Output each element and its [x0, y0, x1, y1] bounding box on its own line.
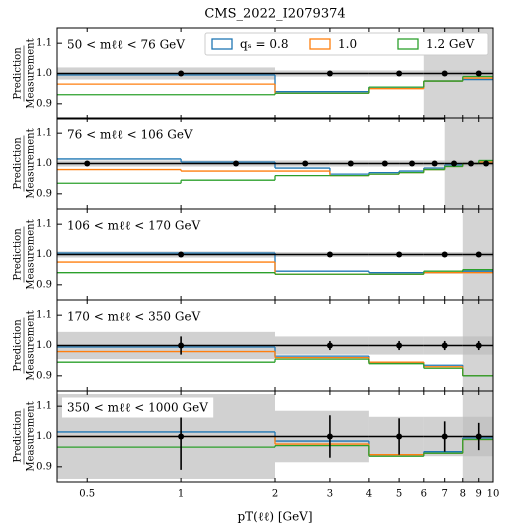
data-point [84, 160, 91, 167]
data-point [475, 342, 482, 349]
x-tick-label: 9 [476, 489, 482, 500]
legend-swatch [309, 38, 331, 50]
panel-label: 106 < mℓℓ < 170 GeV [67, 219, 201, 233]
y-tick-label: 1.1 [36, 38, 52, 49]
data-point [233, 160, 240, 167]
y-tick-label: 0.9 [36, 188, 52, 199]
legend-label: qₛ = 0.8 [240, 37, 289, 51]
y-label-numerator: Prediction [13, 47, 24, 100]
data-point [475, 70, 482, 77]
x-tick-label: 3 [327, 489, 333, 500]
y-label-denominator: Measurement [26, 38, 37, 108]
data-point [381, 160, 388, 167]
y-tick-label: 1.0 [36, 158, 52, 169]
panel-label-bg [62, 397, 214, 418]
panel-label-bg [62, 215, 206, 236]
chart-title: CMS_2022_I2079374 [204, 7, 345, 22]
panel: 0.9 1.0 1.1 0.5 1 2 3 4 5 6 7 8 9 10 Prediction Measure… [13, 390, 500, 500]
y-label-numerator: Prediction [13, 228, 24, 281]
data-point [178, 251, 185, 258]
y-label-denominator: Measurement [26, 401, 37, 471]
y-tick-label: 0.9 [36, 370, 52, 381]
data-point [396, 251, 403, 258]
y-tick-label: 1.1 [36, 219, 52, 230]
data-point [409, 160, 416, 167]
x-tick-label: 2 [272, 489, 278, 500]
x-axis-label: pT(ℓℓ) [GeV] [237, 510, 312, 524]
panel-label: 50 < mℓℓ < 76 GeV [67, 38, 185, 52]
data-point [431, 160, 438, 167]
data-point [326, 70, 333, 77]
legend: qₛ = 0.8 1.0 1.2 GeV [204, 32, 489, 56]
y-tick-label: 1.0 [36, 340, 52, 351]
data-point [396, 342, 403, 349]
data-point [483, 160, 490, 167]
legend-swatch [211, 38, 233, 50]
panel-label: 350 < mℓℓ < 1000 GeV [67, 401, 208, 415]
data-point [441, 251, 448, 258]
y-label-denominator: Measurement [26, 128, 37, 198]
data-point [326, 433, 333, 440]
x-tick-label: 4 [366, 489, 372, 500]
legend-label: 1.0 [338, 37, 357, 51]
x-tick-label: 8 [460, 489, 466, 500]
x-tick-label: 10 [487, 489, 500, 500]
data-point [441, 70, 448, 77]
y-label-numerator: Prediction [13, 410, 24, 463]
data-point [347, 160, 354, 167]
data-point [441, 433, 448, 440]
data-point [396, 433, 403, 440]
data-point [302, 160, 309, 167]
panel-label-bg [62, 34, 191, 55]
x-tick-label: 6 [421, 489, 427, 500]
y-tick-label: 1.0 [36, 249, 52, 260]
y-label-numerator: Prediction [13, 137, 24, 190]
y-tick-label: 1.1 [36, 128, 52, 139]
x-tick-label: 1 [178, 489, 184, 500]
legend-swatch [397, 38, 419, 50]
data-point [396, 70, 403, 77]
panel-label: 170 < mℓℓ < 350 GeV [67, 310, 201, 324]
y-tick-label: 0.9 [36, 98, 52, 109]
data-point [326, 342, 333, 349]
data-point [326, 251, 333, 258]
y-axis-label: Prediction Measurement [13, 128, 37, 198]
data-point [467, 160, 474, 167]
data-point [178, 433, 185, 440]
panel-label-bg [62, 124, 198, 145]
y-axis-label: Prediction Measurement [13, 38, 37, 108]
data-point [451, 160, 458, 167]
y-axis-label: Prediction Measurement [13, 401, 37, 471]
y-label-denominator: Measurement [26, 219, 37, 289]
y-tick-label: 1.0 [36, 68, 52, 79]
data-point [475, 433, 482, 440]
x-tick-label: 5 [396, 489, 402, 500]
data-point [475, 251, 482, 258]
data-point [178, 70, 185, 77]
y-label-denominator: Measurement [26, 310, 37, 380]
x-tick-label: 7 [442, 489, 448, 500]
y-tick-label: 0.9 [36, 461, 52, 472]
data-point [441, 342, 448, 349]
y-tick-label: 0.9 [36, 279, 52, 290]
panel-label-bg [62, 306, 206, 327]
y-label-numerator: Prediction [13, 319, 24, 372]
y-axis-label: Prediction Measurement [13, 310, 37, 380]
data-point [178, 342, 185, 349]
x-tick-label: 0.5 [79, 489, 95, 500]
y-tick-label: 1.1 [36, 310, 52, 321]
y-axis-label: Prediction Measurement [13, 219, 37, 289]
panel-label: 76 < mℓℓ < 106 GeV [67, 128, 193, 142]
y-tick-label: 1.0 [36, 431, 52, 442]
legend-label: 1.2 GeV [426, 37, 475, 51]
y-tick-label: 1.1 [36, 401, 52, 412]
